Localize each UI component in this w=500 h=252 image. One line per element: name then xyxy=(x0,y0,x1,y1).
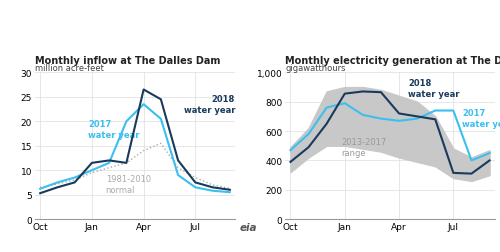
Text: 2013-2017
range: 2013-2017 range xyxy=(341,137,386,158)
Text: Monthly inflow at The Dalles Dam: Monthly inflow at The Dalles Dam xyxy=(35,55,220,66)
Text: 2018
water year: 2018 water year xyxy=(184,95,235,115)
Text: 1981-2010
normal: 1981-2010 normal xyxy=(106,174,151,195)
Text: 2017
water year: 2017 water year xyxy=(462,108,500,128)
Text: 2017
water year: 2017 water year xyxy=(88,119,140,139)
Text: 2018
water year: 2018 water year xyxy=(408,79,460,99)
Text: million acre-feet: million acre-feet xyxy=(35,64,104,73)
Text: Monthly electricity generation at The Dalles Dam: Monthly electricity generation at The Da… xyxy=(285,55,500,66)
Text: eia: eia xyxy=(240,222,257,232)
Text: gigawatthours: gigawatthours xyxy=(285,64,346,73)
